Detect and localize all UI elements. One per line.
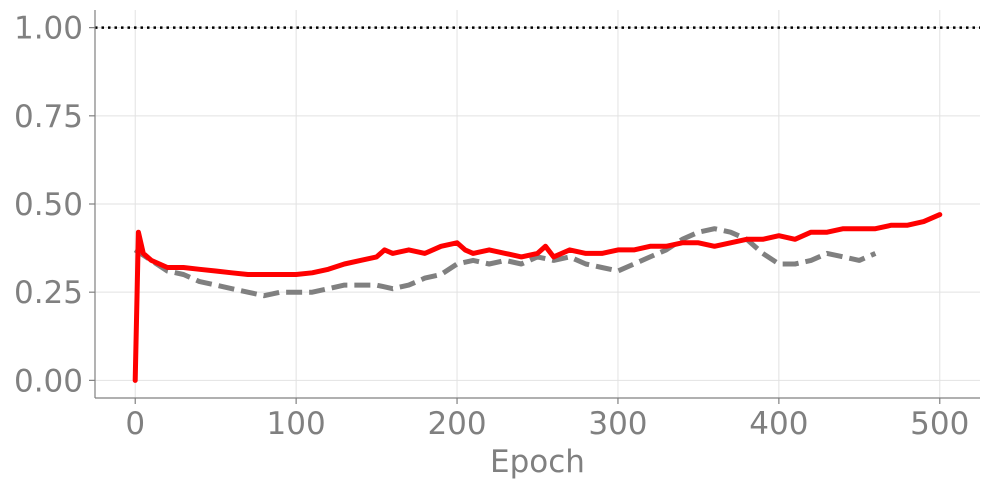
y-tick-label: 0.75 bbox=[14, 99, 83, 135]
series-line-solid bbox=[132, 212, 943, 383]
y-tick-label: 0.25 bbox=[14, 275, 83, 311]
tick-layer: 0 100 200 300 400 500 0.00 0.25 0.50 0.75 1.00 bbox=[14, 11, 969, 442]
x-axis-title: Epoch bbox=[490, 444, 585, 480]
x-tick-label: 500 bbox=[910, 406, 969, 442]
x-tick-label: 0 bbox=[125, 406, 145, 442]
grid bbox=[95, 10, 980, 398]
y-tick-label: 0.00 bbox=[14, 363, 83, 399]
y-tick-label: 0.50 bbox=[14, 187, 83, 223]
x-tick-label: 300 bbox=[588, 406, 647, 442]
series-layer bbox=[132, 212, 943, 383]
x-tick-label: 200 bbox=[427, 406, 486, 442]
y-tick-label: 1.00 bbox=[14, 11, 83, 47]
series-line-dashed bbox=[133, 226, 877, 299]
x-tick-label: 400 bbox=[749, 406, 808, 442]
x-tick-label: 100 bbox=[267, 406, 326, 442]
